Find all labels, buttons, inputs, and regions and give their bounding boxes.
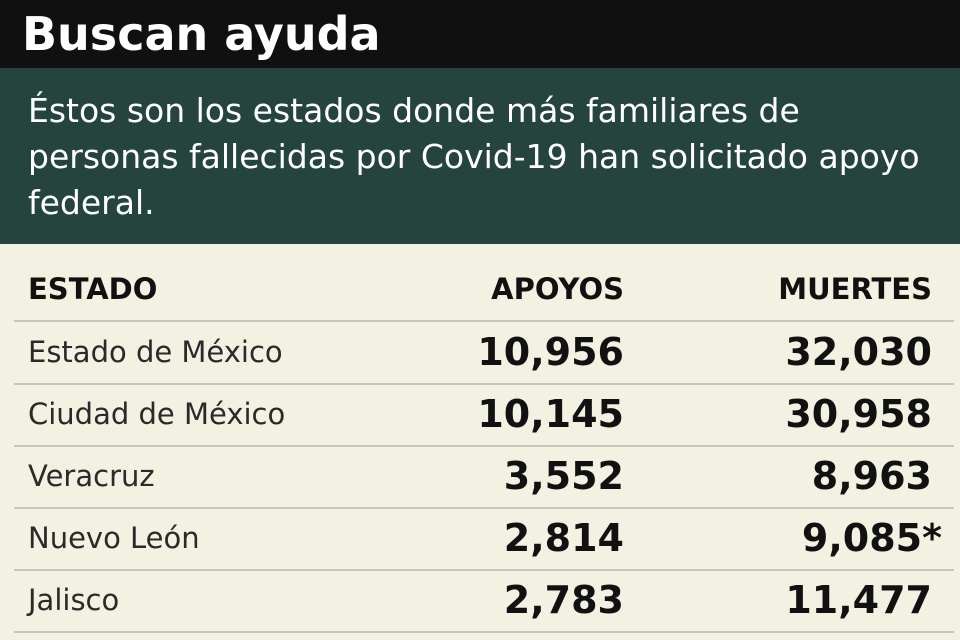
state-name: Veracruz bbox=[28, 459, 155, 493]
chart-title: Buscan ayuda bbox=[22, 7, 381, 61]
apoyos-value: 10,145 bbox=[477, 392, 624, 436]
data-table: ESTADO APOYOS MUERTES Estado de México 1… bbox=[0, 244, 960, 640]
subtitle-band: Éstos son los estados donde más familiar… bbox=[0, 68, 960, 244]
table-row: Veracruz 3,552 8,963 bbox=[0, 445, 960, 507]
apoyos-value: 2,783 bbox=[503, 578, 624, 622]
row-divider bbox=[14, 383, 954, 385]
row-divider bbox=[14, 569, 954, 571]
muertes-value: 8,963 bbox=[811, 454, 932, 498]
state-name: Ciudad de México bbox=[28, 397, 286, 431]
muertes-value: 9,085* bbox=[801, 516, 942, 560]
table-row: Ciudad de México 10,145 30,958 bbox=[0, 383, 960, 445]
title-bar: Buscan ayuda bbox=[0, 0, 960, 68]
column-header-estado: ESTADO bbox=[28, 272, 158, 306]
muertes-value: 32,030 bbox=[785, 330, 932, 374]
muertes-value: 11,477 bbox=[785, 578, 932, 622]
table-row: Estado de México 10,956 32,030 bbox=[0, 321, 960, 383]
column-header-muertes: MUERTES bbox=[778, 272, 932, 306]
row-divider bbox=[14, 445, 954, 447]
muertes-value: 30,958 bbox=[785, 392, 932, 436]
state-name: Estado de México bbox=[28, 335, 283, 369]
apoyos-value: 10,956 bbox=[477, 330, 624, 374]
chart-subtitle: Éstos son los estados donde más familiar… bbox=[28, 91, 920, 222]
row-divider bbox=[14, 507, 954, 509]
table-row: Jalisco 2,783 11,477 bbox=[0, 569, 960, 631]
table-row: Nuevo León 2,814 9,085* bbox=[0, 507, 960, 569]
apoyos-value: 2,814 bbox=[503, 516, 624, 560]
state-name: Jalisco bbox=[28, 583, 120, 617]
column-header-apoyos: APOYOS bbox=[491, 272, 624, 306]
state-name: Nuevo León bbox=[28, 521, 200, 555]
row-divider bbox=[14, 320, 954, 322]
table-header-row: ESTADO APOYOS MUERTES bbox=[0, 258, 960, 320]
apoyos-value: 3,552 bbox=[503, 454, 624, 498]
row-divider bbox=[14, 631, 954, 633]
